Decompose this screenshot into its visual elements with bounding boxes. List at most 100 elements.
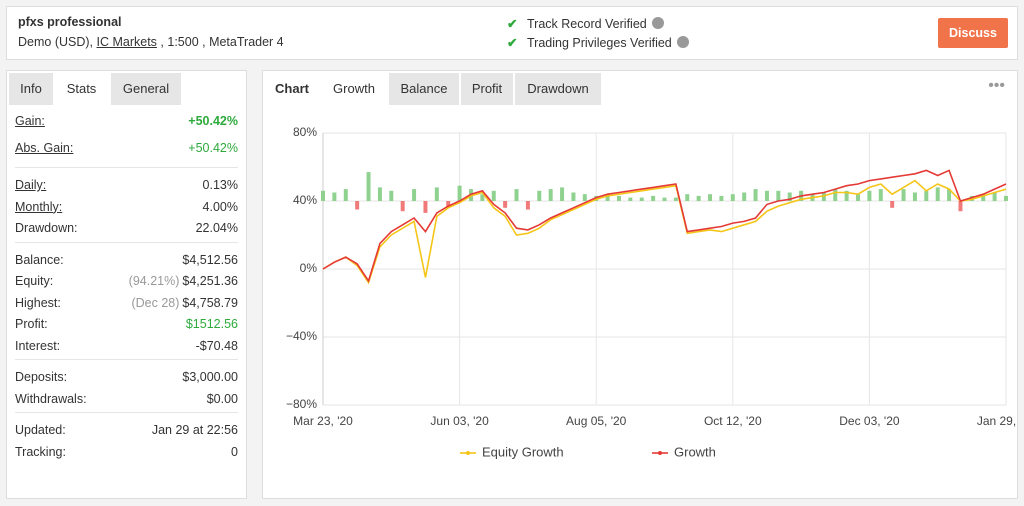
y-tick-label: −40% <box>286 329 317 343</box>
chart: −80% −40% 0% 40% 80% Mar 23, '20 Jun 03, '20 Au… <box>286 125 1017 459</box>
bar <box>400 201 405 212</box>
verification-text: Track Record Verified <box>527 17 647 31</box>
separator <box>15 359 238 360</box>
stat-value: (94.21%) $4,251.36 <box>129 271 238 291</box>
tab[interactable]: Profit <box>461 73 513 105</box>
y-tick-label: 0% <box>300 261 318 275</box>
stat-row: Monthly: 4.00% <box>15 197 238 217</box>
bar <box>503 201 508 208</box>
stat-value-text: +50.42% <box>188 141 238 155</box>
discuss-button[interactable]: Discuss <box>938 18 1008 48</box>
stat-label: Monthly: <box>15 199 63 214</box>
bar <box>935 187 940 201</box>
bar <box>662 197 667 201</box>
bar <box>981 194 986 201</box>
verification: ✔ Track Record Verified <box>505 15 689 34</box>
bar <box>651 195 656 201</box>
stat-value-text: $3,000.00 <box>182 370 238 384</box>
stat-value: 4.00% <box>203 197 238 217</box>
header: pfxs professional Demo (USD), IC Markets… <box>6 6 1018 60</box>
stat-value: Jan 29 at 22:56 <box>152 420 238 440</box>
bar <box>776 190 781 201</box>
bar <box>912 192 917 201</box>
stat-value-text: -$70.48 <box>195 338 238 353</box>
stat-value: (Dec 28) $4,758.79 <box>131 293 238 313</box>
bar <box>787 192 792 201</box>
stat-value: 0 <box>231 442 238 462</box>
bar <box>355 201 360 210</box>
check-icon: ✔ <box>507 17 518 31</box>
stat-label: Gain: <box>15 114 45 128</box>
bar <box>833 189 838 201</box>
stat-row: Interest: -$70.48 <box>15 336 238 356</box>
bar <box>628 197 633 201</box>
bar <box>1004 195 1008 201</box>
verification-text: Trading Privileges Verified <box>527 36 672 50</box>
stat-row: Tracking: 0 <box>15 442 238 462</box>
stat-row: Drawdown: 22.04% <box>15 218 238 238</box>
stat-value-text: $4,512.56 <box>182 252 238 267</box>
x-tick-label: Oct 12, '20 <box>704 414 762 428</box>
bar <box>480 194 485 201</box>
stat-row: Abs. Gain: +50.42% <box>15 138 238 158</box>
tab[interactable]: Chart <box>265 73 319 105</box>
bar <box>571 192 576 201</box>
bar <box>867 190 872 201</box>
bar <box>377 187 382 201</box>
tab[interactable]: Drawdown <box>515 73 601 105</box>
bar <box>321 190 325 201</box>
bar <box>332 192 337 201</box>
tab[interactable]: Balance <box>389 73 459 105</box>
stat-label: Highest: <box>15 295 61 310</box>
tab[interactable]: Growth <box>321 73 387 105</box>
account-details: , 1:500 , MetaTrader 4 <box>160 35 284 49</box>
bar <box>491 190 496 201</box>
stat-row: Daily: 0.13% <box>15 175 238 195</box>
check-icon: ✔ <box>507 36 518 50</box>
x-tick-label: Dec 03, '20 <box>839 414 900 428</box>
x-tick-label: Jan 29, '21 <box>977 414 1017 428</box>
stat-label: Drawdown: <box>15 221 78 235</box>
stat-label: Abs. Gain: <box>15 141 74 155</box>
broker-link[interactable]: IC Markets <box>96 35 157 49</box>
bar <box>423 201 428 213</box>
stat-value: 22.04% <box>196 218 238 238</box>
stat-value-text: $0.00 <box>206 391 238 406</box>
stat-label: Balance: <box>15 252 64 267</box>
bar <box>901 189 906 201</box>
tab[interactable]: Stats <box>54 73 109 105</box>
stat-value: 0.13% <box>203 175 238 195</box>
stat-value-text: $4,251.36 <box>182 274 238 288</box>
stat-value: $1512.56 <box>186 314 238 334</box>
separator <box>15 412 238 413</box>
info-icon <box>651 17 664 29</box>
legend-label: Equity Growth <box>482 444 564 459</box>
tab[interactable]: Info <box>9 73 53 105</box>
bar <box>992 192 997 201</box>
stat-value-text: $1512.56 <box>185 317 238 331</box>
separator <box>15 167 238 168</box>
verifications: ✔ Track Record Verified ✔ Trading Privilege… <box>505 15 689 53</box>
info-icon <box>676 36 689 48</box>
stat-value: +50.42% <box>188 111 238 131</box>
bar <box>878 189 883 201</box>
menu-icon[interactable]: ••• <box>988 77 1005 94</box>
stat-value-text: 4.00% <box>202 199 238 214</box>
y-tick-label: 40% <box>293 193 317 207</box>
bar <box>343 189 348 201</box>
stat-row: Withdrawals: $0.00 <box>15 389 238 409</box>
stat-value: $3,000.00 <box>182 367 238 387</box>
bar <box>708 194 713 201</box>
bar <box>947 189 952 201</box>
stat-row: Highest: (Dec 28) $4,758.79 <box>15 293 238 313</box>
bar <box>366 172 371 201</box>
line-series <box>322 179 1007 285</box>
tab[interactable]: General <box>111 73 181 105</box>
stat-value-text: 0.13% <box>202 178 238 192</box>
legend-dot <box>658 451 662 455</box>
bar <box>389 190 394 201</box>
stat-row: Gain: +50.42% <box>15 111 238 131</box>
stat-row: Updated: Jan 29 at 22:56 <box>15 420 238 440</box>
stat-value: +50.42% <box>188 138 238 158</box>
